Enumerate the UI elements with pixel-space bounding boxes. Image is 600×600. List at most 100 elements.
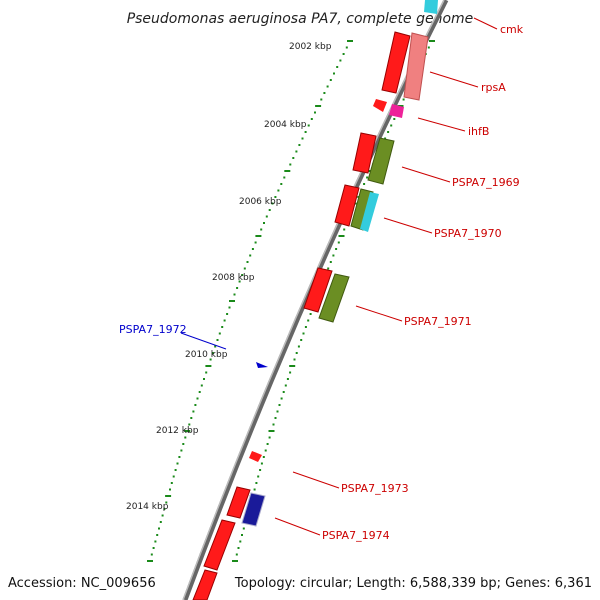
scale-minor-tick: [402, 98, 405, 101]
scale-minor-tick: [218, 332, 221, 335]
scale-minor-tick: [172, 475, 175, 478]
scale-minor-tick: [336, 66, 339, 68]
gene-features: [192, 0, 438, 600]
gene-label-rpsA[interactable]: rpsA: [481, 81, 506, 94]
scale-minor-tick: [262, 456, 265, 458]
genome-backbone-highlight: [182, 0, 445, 600]
scale-minor-tick: [259, 469, 262, 471]
gene-arrow[interactable]: [389, 104, 404, 118]
scale-minor-tick: [226, 313, 229, 315]
gene-arrow[interactable]: [256, 362, 268, 368]
gene-labels: cmk rpsA ihfB PSPA7_1969 PSPA7_1970 PSPA…: [119, 23, 524, 542]
scale-minor-tick: [387, 131, 390, 133]
scale-minor-tick: [192, 410, 195, 413]
scale-minor-tick: [280, 397, 283, 400]
scale-minor-tick: [297, 345, 300, 348]
gene-arrow[interactable]: [352, 132, 377, 174]
scale-minor-tick: [295, 352, 298, 354]
gene-arrow[interactable]: [373, 99, 387, 112]
scale-minor-tick: [260, 462, 263, 465]
tick-label: 2006 kbp: [239, 197, 282, 207]
scale-minor-tick: [266, 443, 269, 445]
scale-minor-tick: [251, 248, 254, 250]
scale-minor-tick: [363, 183, 366, 185]
scale-minor-tick: [237, 547, 240, 549]
accession-text: Accession: NC_009656: [8, 576, 156, 591]
gene-label-pspa7-1969[interactable]: PSPA7_1969: [452, 176, 520, 189]
scale-minor-tick: [178, 456, 181, 458]
scale-minor-tick: [265, 215, 268, 218]
scale-minor-tick: [156, 534, 159, 536]
scale-minor-tick: [274, 196, 277, 198]
gene-arrow[interactable]: [367, 137, 395, 185]
gene-arrow[interactable]: [303, 267, 333, 313]
scale-minor-tick: [260, 228, 263, 231]
scale-minor-tick: [292, 157, 295, 159]
label-leaders: [180, 17, 498, 536]
scale-major-tick: [229, 300, 235, 302]
scale-minor-tick: [289, 163, 292, 166]
scale-major-tick: [165, 495, 172, 497]
gene-arrow[interactable]: [360, 192, 379, 232]
scale-minor-tick: [307, 124, 310, 127]
scale-minor-tick: [310, 118, 313, 120]
scale-minor-tick: [188, 423, 191, 426]
scale-minor-tick: [302, 332, 305, 335]
scale-minor-tick: [280, 183, 283, 185]
gene-arrow[interactable]: [192, 569, 218, 600]
scale-minor-tick: [176, 462, 179, 465]
gene-label-pspa7-1972[interactable]: PSPA7_1972: [119, 323, 187, 336]
gene-label-ihfB[interactable]: ihfB: [468, 125, 489, 138]
scale-major-tick: [315, 105, 322, 107]
scale-minor-tick: [329, 261, 332, 263]
scale-minor-tick: [257, 475, 260, 478]
scale-minor-tick: [236, 287, 239, 289]
scale-major-tick: [338, 235, 345, 237]
gene-arrow[interactable]: [203, 519, 236, 571]
scale-minor-tick: [333, 72, 335, 75]
scale-minor-tick: [390, 124, 393, 127]
gene-arrow[interactable]: [403, 32, 429, 101]
gene-arrow[interactable]: [318, 273, 350, 323]
gene-label-pspa7-1971[interactable]: PSPA7_1971: [404, 315, 472, 328]
scale-minor-tick: [283, 176, 286, 179]
scale-minor-tick: [272, 423, 275, 426]
scale-minor-tick: [289, 371, 292, 374]
gene-arrow[interactable]: [424, 0, 438, 14]
tick-label: 2014 kbp: [126, 502, 169, 512]
gene-label-pspa7-1970[interactable]: PSPA7_1970: [434, 227, 502, 240]
gene-arrow[interactable]: [241, 492, 266, 527]
scale-minor-tick: [366, 176, 369, 179]
scale-minor-tick: [165, 501, 168, 504]
scale-minor-tick: [337, 241, 340, 244]
scale-minor-tick: [241, 534, 243, 536]
gene-arrow[interactable]: [334, 184, 360, 227]
scale-major-tick: [284, 170, 291, 172]
scale-minor-tick: [332, 254, 335, 257]
scale-minor-tick: [209, 358, 212, 361]
scale-minor-tick: [241, 274, 244, 276]
scale-major-tick: [397, 105, 404, 107]
gene-label-pspa7-1974[interactable]: PSPA7_1974: [322, 529, 390, 542]
scale-minor-tick: [320, 98, 323, 101]
gene-arrow[interactable]: [381, 31, 411, 94]
map-title: Pseudomonas aeruginosa PA7, complete gen…: [127, 11, 474, 27]
scale-minor-tick: [276, 410, 279, 413]
scale-minor-tick: [235, 553, 238, 556]
scale-minor-tick: [264, 449, 267, 452]
scale-minor-tick: [277, 189, 280, 192]
gene-arrow[interactable]: [226, 486, 251, 519]
scale-major-tick: [147, 560, 153, 562]
scale-minor-tick: [357, 196, 360, 198]
scale-minor-tick: [323, 92, 326, 94]
scale-minor-tick: [268, 209, 271, 211]
scale-minor-tick: [284, 384, 287, 387]
gene-label-cmk[interactable]: cmk: [500, 23, 524, 36]
gene-label-pspa7-1973[interactable]: PSPA7_1973: [341, 482, 409, 495]
scale-minor-tick: [211, 352, 214, 354]
gene-arrow[interactable]: [249, 451, 262, 462]
scale-major-tick: [289, 365, 296, 367]
scale-minor-tick: [223, 319, 226, 322]
scale-minor-tick: [301, 137, 304, 140]
scale-major-tick: [255, 235, 262, 237]
